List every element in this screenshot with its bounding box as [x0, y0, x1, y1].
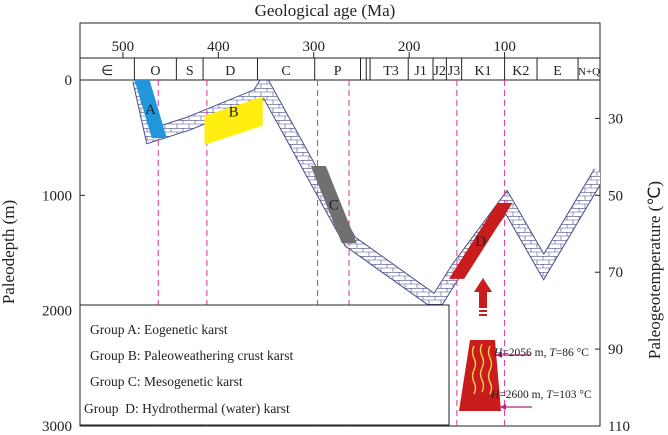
legend: Group A: Eogenetic karst Group B: Paleow… — [79, 304, 450, 426]
x-tick-label: 200 — [398, 39, 421, 55]
heat-flame-icon — [471, 343, 493, 395]
group-a-shape — [134, 80, 167, 139]
y-tick-label: 3000 — [42, 419, 72, 435]
period-label: N+Q — [578, 66, 600, 78]
x-axis-title: Geological age (Ma) — [255, 1, 396, 20]
guide-lines — [157, 80, 506, 426]
y-ticks: 0 1000 2000 3000 — [42, 73, 85, 435]
y2-ticks: 30 50 70 90 110 — [595, 111, 630, 435]
group-d-label: D — [475, 234, 486, 250]
x-tick-label: 400 — [207, 39, 230, 55]
group-c-label: C — [329, 198, 339, 214]
plot-area — [79, 79, 601, 427]
period-label: S — [186, 64, 194, 79]
y2-tick-label: 30 — [608, 111, 623, 127]
period-label: J1 — [414, 64, 426, 79]
group-a-label: A — [145, 102, 156, 118]
x-tick-label: 500 — [112, 39, 135, 55]
legend-item-a: Group A: Eogenetic karst — [90, 322, 228, 337]
period-label: P — [334, 64, 342, 79]
annotation-upper: H=2056 m, T=86 °C — [493, 347, 589, 359]
period-label: ∈ — [101, 64, 113, 79]
period-label: K2 — [512, 64, 529, 79]
x-tick-label: 100 — [493, 39, 516, 55]
burial-curve-fill — [133, 80, 600, 312]
period-labels: ∈ O S D C P T3 J1 J2 J3 K1 K2 E N+Q — [101, 58, 601, 80]
period-label: J2 — [433, 64, 445, 79]
period-label: E — [553, 64, 562, 79]
legend-box — [79, 304, 450, 426]
x-tick-label: 300 — [303, 39, 326, 55]
period-label: D — [225, 64, 235, 79]
hydrothermal-arrow-icon — [474, 278, 492, 308]
period-label: T3 — [383, 64, 399, 79]
annotation-lower: H=2600 m, T=103 °C — [490, 389, 592, 401]
group-b-shape — [204, 96, 263, 145]
legend-item-d: Group D: Hydrothermal (water) karst — [84, 401, 290, 416]
period-label: J3 — [448, 64, 460, 79]
y-axis-title: Paleodepth (m) — [0, 200, 18, 304]
top-axis-box — [79, 22, 601, 59]
y-tick-label: 1000 — [42, 188, 72, 204]
karst-groups: A B C D — [134, 80, 513, 279]
legend-item-b: Group B: Paleoweathering crust karst — [90, 348, 293, 363]
y2-tick-label: 90 — [608, 342, 623, 358]
y-tick-label: 0 — [65, 73, 73, 89]
y-tick-label: 2000 — [42, 304, 72, 320]
group-c-shape — [310, 166, 357, 244]
hydrothermal-source: H=2056 m, T=86 °C H=2600 m, T=103 °C — [459, 278, 592, 411]
y2-axis-title: Paleogeotemperature (℃) — [645, 181, 664, 359]
period-label: O — [150, 64, 160, 79]
period-label: C — [281, 64, 290, 79]
period-label: K1 — [475, 64, 492, 79]
y2-tick-label: 70 — [608, 265, 623, 281]
y2-tick-label: 50 — [608, 188, 623, 204]
y2-tick-label: 110 — [608, 419, 630, 435]
group-b-label: B — [229, 105, 239, 121]
legend-item-c: Group C: Mesogenetic karst — [90, 374, 243, 389]
group-d-shape — [448, 202, 513, 279]
x-ticks: 500 400 300 200 100 — [112, 39, 516, 58]
